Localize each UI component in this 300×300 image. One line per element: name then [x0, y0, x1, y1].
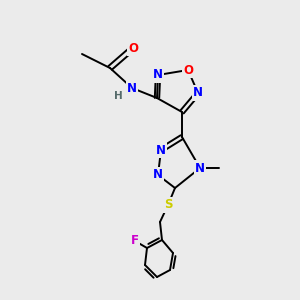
- Text: N: N: [127, 82, 137, 94]
- Text: N: N: [193, 86, 203, 100]
- Text: N: N: [156, 143, 166, 157]
- Text: H: H: [114, 91, 122, 101]
- Text: N: N: [153, 169, 163, 182]
- Text: S: S: [164, 199, 172, 212]
- Text: F: F: [131, 235, 139, 248]
- Text: N: N: [195, 161, 205, 175]
- Text: N: N: [153, 68, 163, 82]
- Text: O: O: [183, 64, 193, 76]
- Text: O: O: [128, 41, 138, 55]
